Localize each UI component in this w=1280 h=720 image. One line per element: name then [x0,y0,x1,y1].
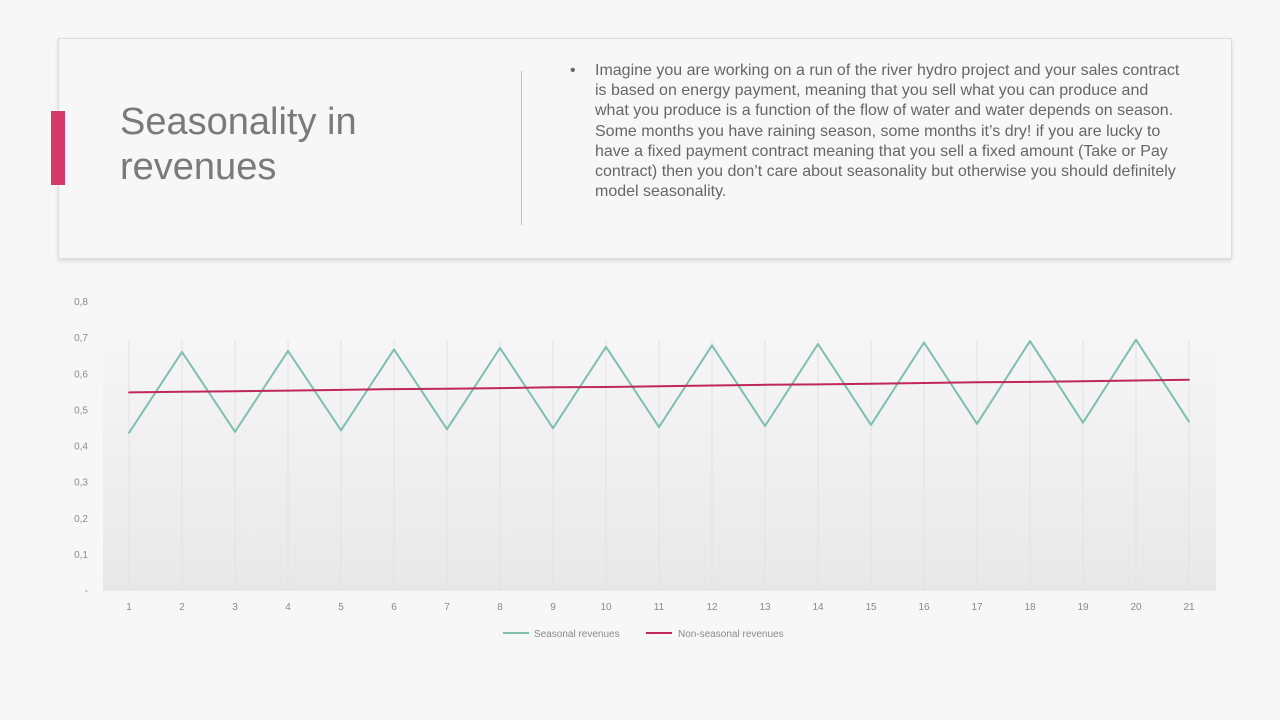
data-point [234,390,236,393]
legend-label: Non-seasonal revenues [678,629,784,640]
x-tick-label: 19 [1077,602,1089,613]
y-tick-label: 0,2 [74,514,88,525]
data-point [870,424,872,426]
data-point [393,348,395,351]
x-tick-label: 2 [179,602,185,613]
x-tick-label: 6 [391,602,397,613]
data-point [658,385,660,388]
x-tick-label: 18 [1024,602,1036,613]
data-point [605,386,607,388]
data-point [976,381,978,384]
x-axis-ticks: 1 2 3 4 5 6 7 8 9 10 11 12 13 14 15 16 17 18 19 20 21 [126,602,1195,613]
x-tick-label: 3 [232,602,238,613]
data-point [446,387,448,390]
x-tick-label: 7 [444,602,450,613]
y-tick-label: 0,6 [74,369,88,380]
y-tick-label: 0,7 [74,333,88,344]
data-point [764,425,766,427]
x-tick-label: 8 [497,602,503,613]
data-point [976,422,978,425]
x-tick-label: 4 [285,602,291,613]
y-tick-label: - [85,586,88,597]
bullet-item: • Imagine you are working on a run of th… [570,61,1182,202]
data-point [764,383,766,386]
data-point [1082,380,1084,383]
x-tick-label: 9 [550,602,556,613]
data-point [181,351,183,353]
legend: Seasonal revenues Non-seasonal revenues [503,629,784,640]
y-tick-label: 0,5 [74,405,88,416]
legend-label: Seasonal revenues [534,629,620,640]
x-tick-label: 21 [1183,602,1195,613]
slide-title: Seasonality in revenues [120,101,357,188]
x-tick-label: 17 [971,602,983,613]
data-point [128,431,130,434]
data-point [181,390,183,393]
data-point [1082,421,1084,424]
header-card [58,38,1232,259]
data-point [499,347,501,349]
data-point [605,345,607,348]
data-point [128,391,130,394]
bullet-symbol: • [570,62,576,79]
data-point [1135,338,1137,341]
accent-bar [51,111,65,185]
x-tick-label: 10 [600,602,612,613]
x-tick-label: 1 [126,602,132,613]
data-point [711,384,713,387]
x-tick-label: 5 [338,602,344,613]
data-point [1029,340,1031,342]
data-point [340,429,342,432]
data-point [1135,379,1137,382]
x-tick-label: 12 [706,602,718,613]
data-point [499,387,501,389]
data-point [1029,381,1031,383]
y-axis-ticks: - 0,1 0,2 0,3 0,4 0,5 0,6 0,7 0,8 [74,297,88,597]
data-point [711,344,713,347]
data-point [870,382,872,385]
data-point [552,386,554,389]
x-tick-label: 20 [1130,602,1142,613]
data-point [340,388,342,391]
x-tick-label: 16 [918,602,930,613]
vertical-divider [521,71,522,225]
data-point [234,430,236,433]
bullet-text: Imagine you are working on a run of the … [595,62,1180,201]
data-point [1188,420,1190,423]
data-point [923,341,925,344]
x-tick-label: 11 [654,602,665,613]
y-tick-label: 0,8 [74,297,88,308]
data-point [1188,378,1190,381]
data-point [287,349,289,352]
data-point [817,343,819,345]
data-point [923,382,925,384]
grid-lines [128,340,1190,590]
x-tick-label: 13 [759,602,771,613]
data-point [393,388,395,391]
x-tick-label: 14 [812,602,824,613]
y-tick-label: 0,3 [74,478,88,489]
x-tick-label: 15 [865,602,877,613]
data-point [817,383,819,386]
data-point [552,427,554,430]
y-tick-label: 0,4 [74,442,88,453]
y-tick-label: 0,1 [74,550,88,561]
data-point [658,426,660,428]
data-point [287,389,289,392]
series-lines [128,338,1190,434]
data-point [446,428,448,431]
